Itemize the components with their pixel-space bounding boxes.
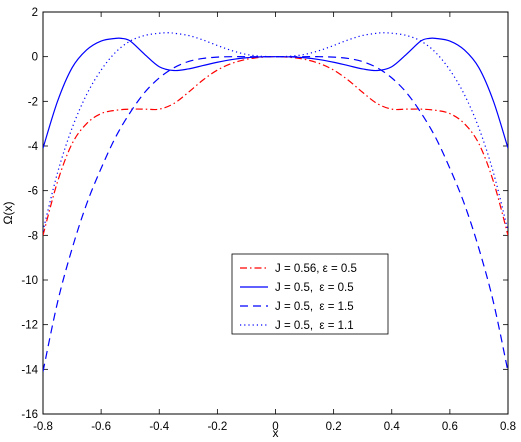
x-tick-label: -0.4 <box>149 421 169 433</box>
series-layer <box>43 32 508 372</box>
y-tick-label: -8 <box>28 230 38 242</box>
tick-labels: -0.8 -0.6 -0.4 -0.2 0 0.2 0.4 0.6 0.8 -16 -14 -12 -1… <box>21 7 516 433</box>
x-tick-label: -0.2 <box>207 421 227 433</box>
legend-box <box>231 253 389 335</box>
series-line-1 <box>43 56 508 236</box>
x-tick-label: 0.6 <box>442 421 458 433</box>
series-line-3 <box>43 56 508 372</box>
y-tick-label: -4 <box>28 141 39 153</box>
legend-label: J = 0.56, ε = 0.5 <box>275 263 357 275</box>
x-tick-label: -0.8 <box>33 421 53 433</box>
y-tick-label: 2 <box>32 7 38 19</box>
y-axis-title: Ω(x) <box>1 202 15 225</box>
x-tick-label: -0.6 <box>91 421 111 433</box>
y-tick-label: -6 <box>28 186 38 198</box>
y-tick-label: -10 <box>21 275 38 287</box>
x-tick-label: 0.4 <box>384 421 401 433</box>
y-tick-label: -16 <box>21 409 38 421</box>
x-tick-label: 0 <box>272 421 278 433</box>
axis-ticks <box>42 11 509 415</box>
x-tick-label: 0.2 <box>326 421 342 433</box>
x-axis-title: x <box>273 426 279 440</box>
legend-label: J = 0.5, ε = 1.5 <box>275 301 354 313</box>
legend: J = 0.56, ε = 0.5 J = 0.5, ε = 0.5 J = 0.5… <box>231 253 389 335</box>
x-tick-label: 0.8 <box>500 421 516 433</box>
y-tick-label: -12 <box>21 320 38 332</box>
y-tick-label: -2 <box>28 96 38 108</box>
series-line-2 <box>43 37 508 149</box>
legend-label: J = 0.5, ε = 0.5 <box>275 282 354 294</box>
plot-area <box>42 11 509 415</box>
legend-label: J = 0.5, ε = 1.1 <box>275 320 354 332</box>
y-tick-label: -14 <box>21 364 38 376</box>
y-tick-label: 0 <box>32 52 38 64</box>
